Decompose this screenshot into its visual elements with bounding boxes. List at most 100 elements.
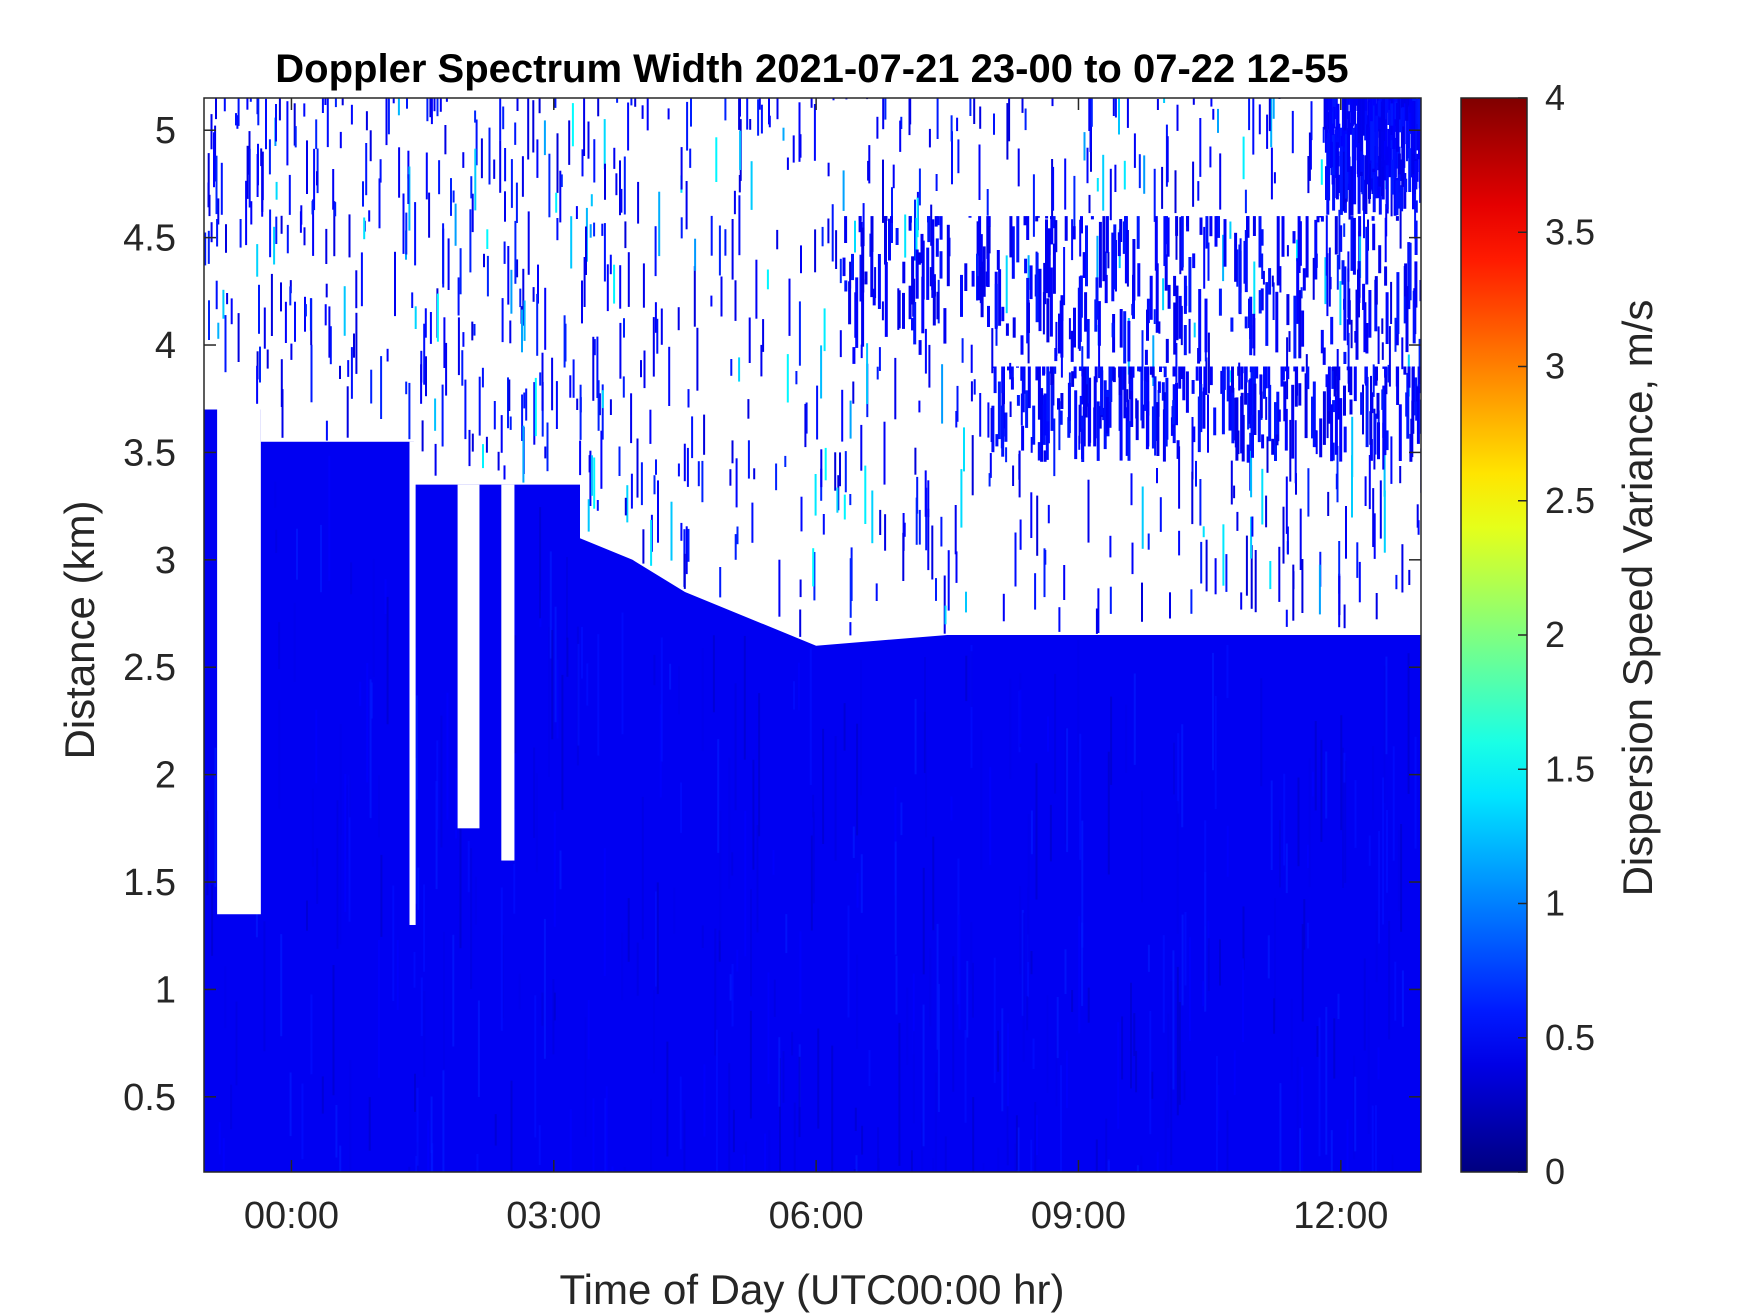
data-band-streak [1396, 102, 1399, 152]
data-band-streak [991, 405, 995, 453]
sparse-streak [246, 145, 249, 199]
sparse-streak [1390, 436, 1393, 484]
sparse-streak [445, 98, 448, 102]
sparse-streak [581, 149, 584, 177]
sparse-streak [1088, 194, 1091, 214]
sparse-streak [1237, 430, 1240, 455]
data-band-streak [1357, 98, 1361, 144]
sparse-streak [405, 212, 408, 255]
sparse-streak [1272, 98, 1275, 119]
sparse-streak [841, 389, 844, 442]
heatmap-streak [1270, 780, 1273, 870]
sparse-streak [471, 321, 474, 341]
heatmap-streak [679, 1076, 682, 1150]
heatmap-streak [554, 606, 557, 723]
heatmap-streak [767, 972, 770, 1084]
data-band-streak [1322, 347, 1326, 365]
sparse-streak [891, 187, 893, 243]
sparse-streak [350, 347, 353, 399]
sparse-streak [615, 173, 618, 196]
sparse-streak [1209, 146, 1212, 168]
heatmap-streak [1167, 1013, 1170, 1128]
heatmap-streak [1340, 715, 1343, 831]
heatmap-streak [1388, 920, 1391, 1040]
data-band-streak [1365, 376, 1369, 448]
data-band-streak [1161, 382, 1165, 401]
data-band-streak [1067, 417, 1071, 438]
heatmap-streak [556, 659, 559, 739]
y-tick-label: 0.5 [123, 1077, 176, 1119]
sparse-streak [1282, 506, 1285, 564]
sparse-streak [1401, 337, 1404, 370]
sparse-streak [538, 98, 541, 114]
sparse-streak [1250, 450, 1253, 498]
sparse-streak [680, 147, 683, 190]
data-band-streak [1009, 366, 1013, 374]
sparse-streak [514, 220, 517, 284]
sparse-streak [504, 191, 506, 222]
sparse-streak [286, 224, 289, 254]
data-band-streak [1060, 307, 1064, 358]
heatmap-streak [1181, 914, 1184, 1006]
sparse-streak [268, 139, 271, 175]
sparse-streak [760, 344, 763, 377]
sparse-streak [1222, 234, 1225, 282]
sparse-streak [326, 98, 329, 148]
sparse-streak [502, 106, 505, 130]
data-band-streak [1385, 430, 1389, 451]
data-band-streak [1314, 219, 1318, 280]
heatmap-streak [1318, 1017, 1321, 1157]
data-band-streak [1312, 381, 1316, 448]
sparse-streak [360, 252, 363, 307]
sparse-streak [208, 300, 210, 340]
sparse-streak [701, 460, 704, 503]
heatmap-streak [932, 836, 935, 931]
data-band-streak [1097, 301, 1101, 346]
sparse-streak [402, 193, 405, 254]
data-band-streak [1364, 155, 1368, 214]
data-band-streak [1010, 377, 1014, 390]
heatmap-streak [321, 1076, 324, 1114]
sparse-streak [622, 376, 625, 398]
sparse-streak [951, 131, 953, 185]
data-band-streak [1163, 366, 1167, 378]
data-band-streak [996, 250, 1000, 270]
heatmap-streak [335, 1105, 338, 1158]
data-band-streak [1080, 216, 1083, 234]
sparse-streak [1348, 288, 1351, 312]
sparse-streak [222, 289, 225, 319]
sparse-streak [461, 350, 464, 386]
heatmap-streak [950, 796, 953, 821]
sparse-streak [866, 343, 869, 405]
heatmap-streak [750, 889, 752, 997]
sparse-streak [509, 320, 512, 344]
sparse-streak [636, 438, 639, 498]
data-band-streak [1087, 403, 1091, 447]
x-tick-label: 12:00 [1293, 1195, 1388, 1237]
heatmap-streak [1401, 970, 1404, 1027]
heatmap-streak [474, 876, 477, 925]
heatmap-streak [1087, 987, 1090, 1023]
sparse-streak [474, 110, 477, 123]
heatmap-streak [1027, 887, 1030, 962]
heatmap-streak [656, 882, 659, 995]
heatmap-streak [627, 898, 630, 962]
data-band-streak [1329, 98, 1333, 169]
heatmap-streak [1019, 886, 1022, 975]
heatmap-streak [1375, 910, 1378, 983]
heatmap-streak [1325, 751, 1328, 819]
data-band-streak [884, 262, 888, 337]
data-band-streak [908, 216, 912, 231]
sparse-streak [680, 217, 683, 239]
data-band-streak [1372, 223, 1376, 251]
data-band-streak [1401, 143, 1405, 178]
sparse-streak [1053, 418, 1056, 477]
data-band-streak [1277, 409, 1281, 422]
heatmap-streak [500, 887, 503, 1031]
sparse-streak [469, 209, 472, 273]
sparse-streak [603, 223, 606, 282]
heatmap-streak [1001, 1008, 1004, 1112]
heatmap-streak [1303, 899, 1306, 950]
sparse-streak [554, 98, 557, 108]
heatmap-streak [446, 692, 449, 820]
